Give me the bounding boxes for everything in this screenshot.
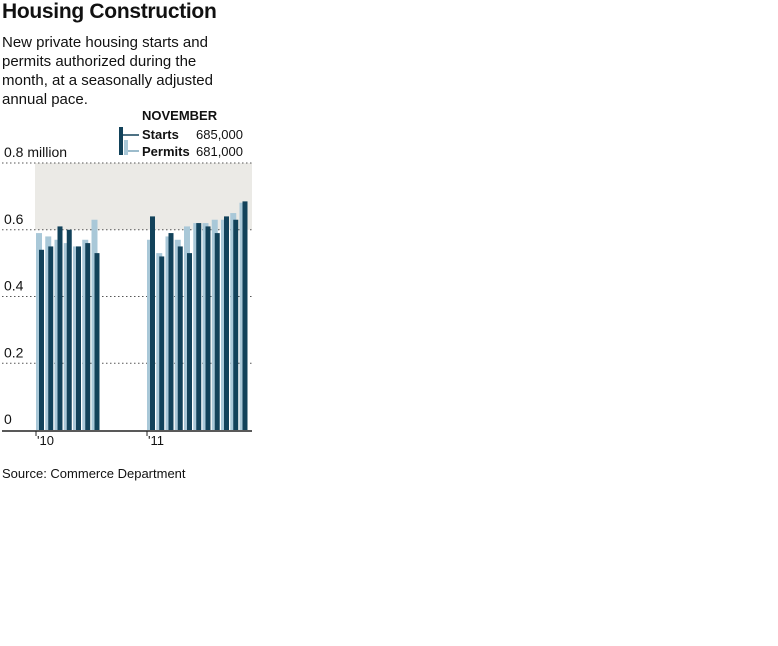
legend-heading: NOVEMBER: [142, 108, 218, 123]
bar-starts: [57, 226, 63, 430]
bar-starts: [196, 223, 202, 430]
bar-starts: [233, 219, 239, 430]
y-tick-label: 0.6: [4, 211, 24, 227]
y-tick-label: 0: [4, 411, 12, 427]
bar-starts: [48, 246, 54, 430]
y-tick-labels: 0 0.2 0.4 0.6 0.8 million: [4, 144, 67, 427]
bar-starts: [66, 229, 72, 430]
legend-starts-swatch: [119, 127, 123, 155]
bar-starts: [214, 233, 220, 430]
bar-starts: [177, 246, 183, 430]
legend-permits-value: 681,000: [196, 144, 243, 159]
y-tick-label: 0.4: [4, 278, 24, 294]
bar-starts: [187, 253, 192, 430]
bar-starts: [205, 226, 211, 430]
legend-starts-label: Starts: [142, 127, 179, 142]
y-tick-label: 0.8 million: [4, 144, 67, 160]
bar-starts: [85, 243, 91, 430]
bar-starts: [224, 216, 229, 430]
bar-starts: [39, 249, 44, 430]
x-tick-labels: '10 '11: [35, 431, 164, 448]
bar-starts: [76, 246, 81, 430]
chart-subtitle: New private housing starts and permits a…: [2, 34, 213, 108]
bar-starts: [94, 253, 100, 430]
y-tick-label: 0.2: [4, 344, 24, 360]
source-note: Source: Commerce Department: [2, 466, 186, 481]
legend-starts-value: 685,000: [196, 127, 243, 142]
bar-starts: [242, 201, 248, 430]
x-tick-label: '11: [148, 433, 164, 448]
highlight-band: [35, 163, 252, 230]
bar-starts: [150, 216, 155, 430]
legend: NOVEMBER Starts 685,000 Permits 681,000: [119, 108, 243, 159]
legend-permits-swatch: [124, 140, 128, 155]
legend-permits-label: Permits: [142, 144, 190, 159]
chart-title: Housing Construction: [2, 0, 217, 23]
bar-starts: [168, 233, 174, 430]
bars: [36, 201, 248, 430]
bar-starts: [159, 256, 165, 430]
x-tick-label: '10: [37, 433, 54, 448]
